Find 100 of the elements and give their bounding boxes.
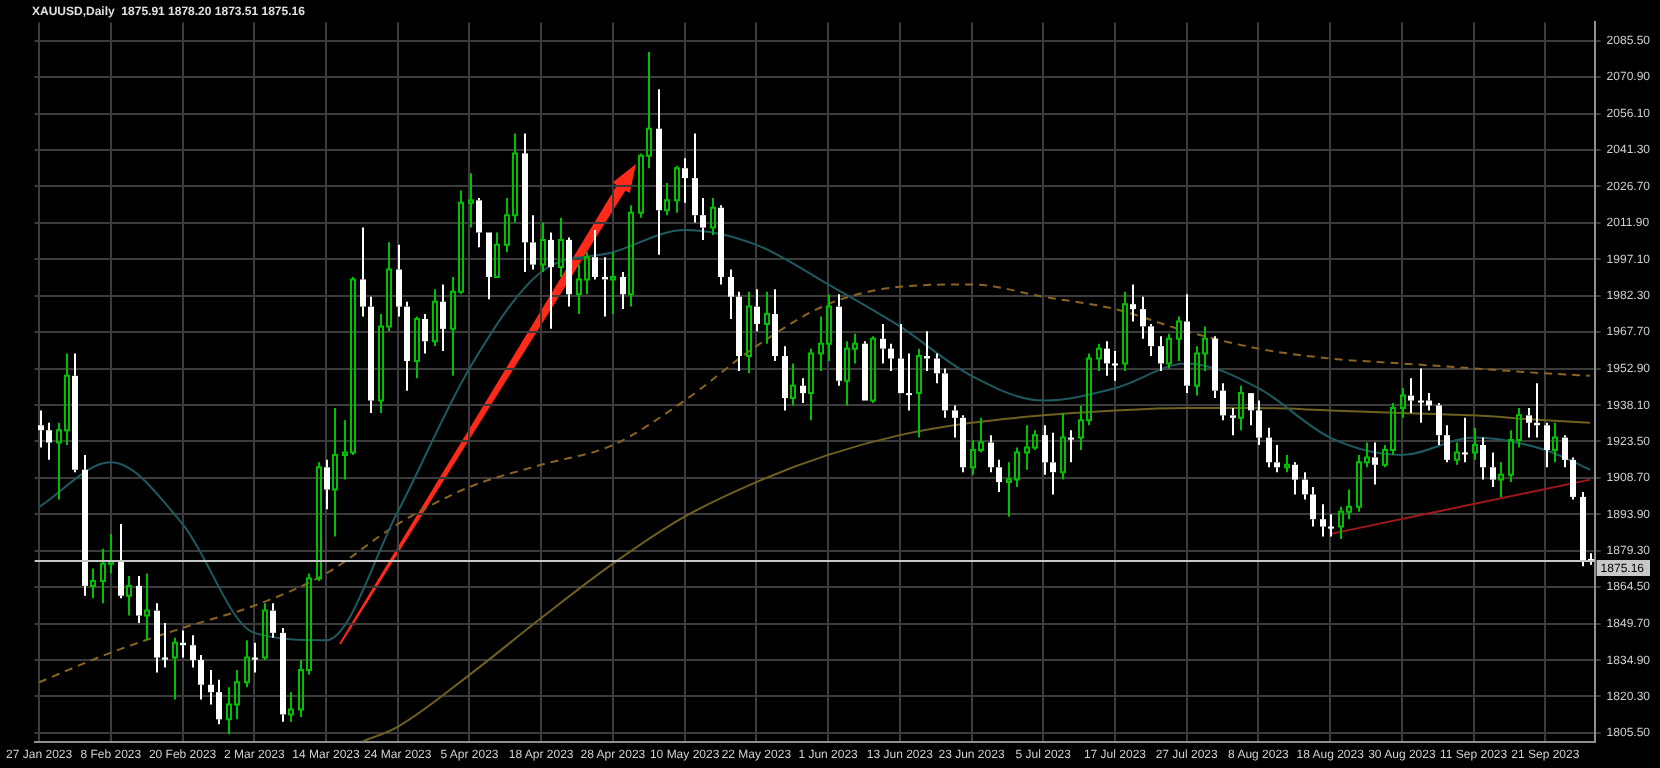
candlestick	[1130, 283, 1136, 323]
candlestick	[1320, 503, 1326, 538]
candlestick	[862, 340, 868, 401]
candlestick	[46, 421, 52, 461]
candlestick	[494, 231, 500, 278]
candlestick	[916, 347, 922, 439]
candlestick	[924, 330, 930, 372]
candlestick	[1176, 315, 1182, 362]
candlestick	[592, 229, 598, 281]
candlestick	[468, 172, 474, 229]
candlestick	[476, 196, 482, 249]
candlestick	[808, 347, 814, 422]
candlestick	[1068, 429, 1074, 464]
candlestick	[1408, 377, 1414, 414]
candlestick	[198, 654, 204, 701]
candlestick	[144, 572, 150, 642]
candlestick	[664, 182, 670, 217]
candlestick	[368, 295, 374, 414]
candlestick	[162, 621, 168, 669]
candlestick	[942, 367, 948, 419]
candlestick	[270, 602, 276, 639]
candlestick	[1060, 411, 1066, 481]
candlestick	[1498, 461, 1504, 498]
candlestick	[1328, 513, 1334, 538]
candlestick	[190, 634, 196, 669]
candlestick	[64, 352, 70, 447]
candlestick	[1472, 426, 1478, 461]
candlestick	[126, 575, 132, 617]
candlestick	[216, 678, 222, 726]
candlestick	[1400, 387, 1406, 419]
candlestick	[38, 409, 44, 449]
candlestick	[1480, 436, 1486, 481]
candlestick	[172, 636, 178, 701]
candlestick	[1042, 424, 1048, 476]
candlestick	[440, 283, 446, 353]
candlestick	[620, 271, 626, 311]
candlestick	[1302, 471, 1308, 501]
candlestick	[1256, 399, 1262, 447]
candlestick	[898, 322, 904, 394]
candlestick	[1158, 335, 1164, 372]
candlestick	[432, 288, 438, 348]
candlestick	[736, 290, 742, 372]
candlestick	[1248, 393, 1254, 427]
candlestick	[414, 315, 420, 380]
candlestick	[826, 293, 832, 362]
candlestick	[288, 691, 294, 723]
candlestick	[90, 567, 96, 600]
candlestick	[1462, 416, 1468, 464]
candlestick	[1346, 488, 1352, 521]
candlestick	[682, 157, 688, 204]
candlestick	[360, 226, 366, 318]
candlestick	[800, 377, 806, 405]
candlestick	[960, 414, 966, 474]
line-series	[360, 406, 1592, 742]
candlestick	[252, 641, 258, 674]
candlestick	[1140, 295, 1146, 340]
candlestick	[790, 362, 796, 407]
candlestick	[1580, 490, 1586, 568]
candlestick	[988, 434, 994, 474]
candlestick	[234, 668, 240, 721]
candlestick	[934, 352, 940, 385]
candlestick	[1230, 406, 1236, 437]
candlestick	[880, 322, 886, 365]
candlestick	[1552, 421, 1558, 464]
candlestick	[692, 132, 698, 224]
candlestick	[530, 214, 536, 271]
candlestick	[844, 340, 850, 407]
candlestick	[1444, 424, 1450, 464]
candlestick	[1266, 426, 1272, 469]
candlestick	[888, 342, 894, 372]
candlestick	[628, 204, 634, 308]
candlestick	[1112, 350, 1118, 382]
candlestick	[558, 216, 564, 278]
candlestick	[1436, 402, 1442, 447]
candlestick	[1490, 451, 1496, 489]
candlestick	[970, 439, 976, 476]
candlestick	[1220, 382, 1226, 422]
candlestick	[1024, 424, 1030, 471]
candlestick	[404, 300, 410, 392]
candlestick	[1292, 461, 1298, 496]
candlestick	[1104, 340, 1110, 377]
candlestick	[764, 290, 770, 345]
candlestick	[100, 547, 106, 605]
candlestick	[1148, 322, 1154, 358]
candlestick	[746, 290, 752, 375]
candlestick	[396, 243, 402, 318]
candlestick	[422, 313, 428, 355]
candlestick	[72, 352, 78, 474]
candlestick	[548, 231, 554, 330]
candlestick	[1418, 367, 1424, 424]
candlestick	[836, 293, 842, 387]
candlestick	[154, 602, 160, 674]
candlestick	[324, 458, 330, 511]
candlestick	[1050, 431, 1056, 496]
candlestick	[136, 575, 142, 624]
candlestick	[1184, 293, 1190, 395]
candlestick	[782, 345, 788, 412]
candlestick	[700, 196, 706, 241]
candlestick	[952, 404, 958, 439]
candlestick	[280, 626, 286, 723]
